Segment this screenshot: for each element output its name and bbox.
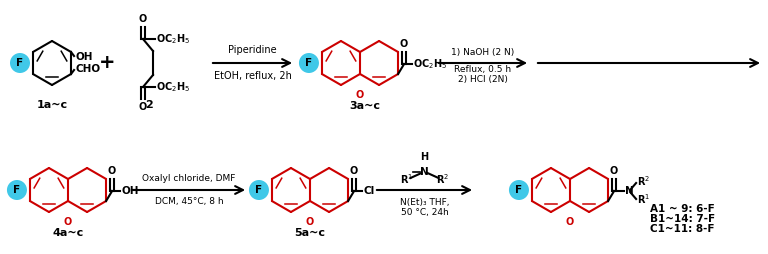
Text: Reflux, 0.5 h: Reflux, 0.5 h [455, 65, 511, 74]
Text: 1) NaOH (2 N): 1) NaOH (2 N) [452, 48, 515, 57]
Text: Piperidine: Piperidine [228, 45, 276, 55]
Text: 2: 2 [145, 100, 153, 110]
Text: F: F [16, 58, 24, 68]
Text: DCM, 45°C, 8 h: DCM, 45°C, 8 h [154, 197, 223, 206]
Text: +: + [99, 54, 115, 72]
Text: N: N [625, 186, 634, 196]
Text: O: O [566, 217, 574, 227]
Text: B1~14: 7-F: B1~14: 7-F [650, 214, 715, 224]
Text: 2) HCl (2N): 2) HCl (2N) [458, 75, 508, 84]
Circle shape [509, 180, 529, 200]
Text: F: F [256, 185, 263, 195]
Text: F: F [306, 58, 313, 68]
Circle shape [10, 53, 30, 73]
Text: CHO: CHO [75, 64, 100, 74]
Text: O: O [400, 39, 409, 49]
Text: OH: OH [75, 52, 93, 62]
Text: 3a~c: 3a~c [349, 101, 380, 111]
Text: OH: OH [121, 186, 138, 196]
Text: Oxalyl chloride, DMF: Oxalyl chloride, DMF [142, 174, 236, 183]
Text: 1a~c: 1a~c [36, 100, 68, 110]
Text: 50 °C, 24h: 50 °C, 24h [401, 208, 449, 217]
Text: F: F [515, 185, 522, 195]
Text: O: O [610, 166, 618, 176]
Text: O: O [139, 14, 147, 24]
Text: R$^1$: R$^1$ [637, 192, 650, 206]
Circle shape [7, 180, 27, 200]
Text: EtOH, reflux, 2h: EtOH, reflux, 2h [214, 71, 291, 81]
Text: 4a~c: 4a~c [52, 228, 84, 238]
Text: R$^1$: R$^1$ [400, 172, 413, 186]
Text: 5a~c: 5a~c [294, 228, 326, 238]
Text: OC$_2$H$_5$: OC$_2$H$_5$ [413, 57, 447, 71]
Text: Cl: Cl [363, 186, 374, 196]
Text: O: O [306, 217, 314, 227]
Text: R$^2$: R$^2$ [436, 172, 449, 186]
Text: OC$_2$H$_5$: OC$_2$H$_5$ [156, 80, 190, 94]
Text: A1 ~ 9: 6-F: A1 ~ 9: 6-F [650, 204, 715, 214]
Text: O: O [64, 217, 72, 227]
Text: O: O [350, 166, 358, 176]
Text: O: O [108, 166, 116, 176]
Circle shape [299, 53, 319, 73]
Text: OC$_2$H$_5$: OC$_2$H$_5$ [156, 32, 190, 46]
Text: R$^2$: R$^2$ [637, 174, 650, 188]
Text: O: O [356, 90, 364, 100]
Text: F: F [13, 185, 21, 195]
Text: N: N [420, 167, 429, 177]
Text: N(Et)₃ THF,: N(Et)₃ THF, [400, 198, 449, 207]
Text: C1~11: 8-F: C1~11: 8-F [650, 224, 714, 234]
Text: H: H [420, 152, 429, 162]
Circle shape [249, 180, 269, 200]
Text: O: O [139, 102, 147, 112]
